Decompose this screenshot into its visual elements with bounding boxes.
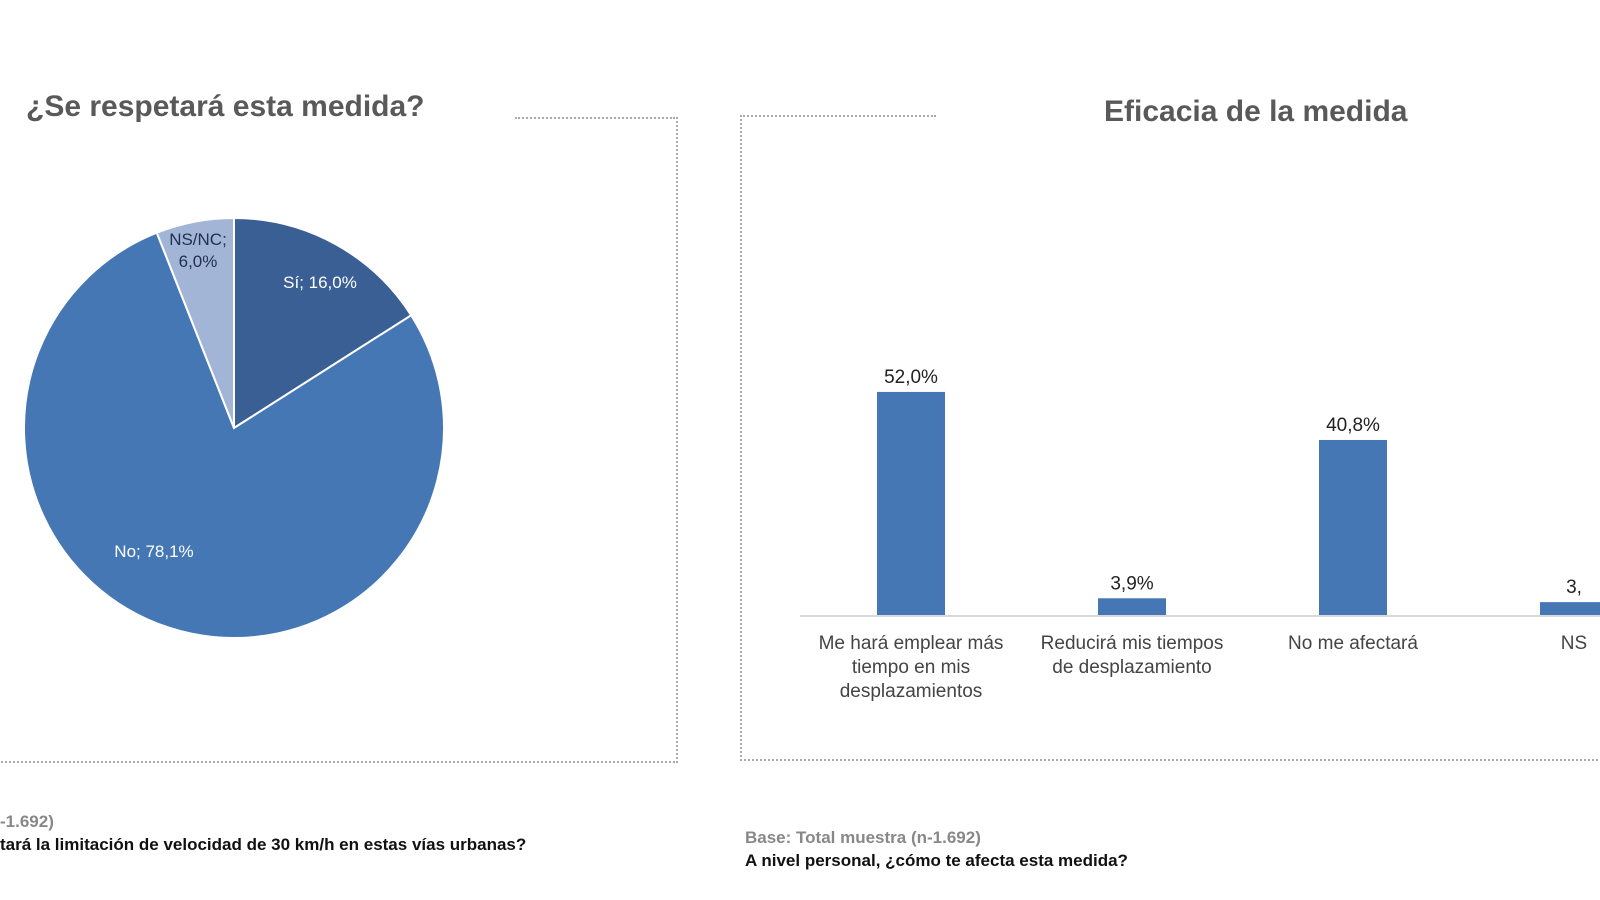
pie-frame-top xyxy=(515,117,675,119)
x-tick-label: No me afectará xyxy=(1288,633,1418,654)
pie-label: Sí; 16,0% xyxy=(283,273,357,292)
bar xyxy=(1319,439,1387,615)
pie-slice-nsnc xyxy=(155,216,235,429)
bar-frame-top xyxy=(740,115,936,117)
x-tick-label: de desplazamiento xyxy=(1052,657,1212,678)
bar-data-label: 3,9% xyxy=(1110,573,1153,594)
bar-data-label: 40,8% xyxy=(1326,415,1380,436)
pie-slice-s xyxy=(233,216,413,430)
pie-frame xyxy=(0,117,678,763)
bar xyxy=(1098,598,1166,615)
bar-data-label: 52,0% xyxy=(884,367,938,388)
pie-slice-no xyxy=(23,231,445,639)
pie-label: No; 78,1% xyxy=(114,542,193,561)
bar xyxy=(877,391,945,615)
footer-left-question: tará la limitación de velocidad de 30 km… xyxy=(0,835,527,854)
x-tick-label: tiempo en mis xyxy=(852,657,970,678)
bar xyxy=(1540,602,1600,615)
x-tick-label: NS xyxy=(1561,633,1587,654)
x-tick-label: desplazamientos xyxy=(840,681,983,702)
bar-frame xyxy=(740,115,1600,761)
pie-label: NS/NC; xyxy=(169,230,227,249)
bar-title: Eficacia de la medida xyxy=(1104,95,1408,128)
pie-title: ¿Se respetará esta medida? xyxy=(26,90,425,123)
x-tick-label: Me hará emplear más xyxy=(819,633,1004,654)
x-tick-label: Reducirá mis tiempos xyxy=(1041,633,1224,654)
bar-data-label: 3, xyxy=(1566,577,1582,598)
footer-left-base: -1.692) xyxy=(0,812,54,831)
footer-right-base: Base: Total muestra (n-1.692) xyxy=(745,828,981,847)
footer-right-question: A nivel personal, ¿cómo te afecta esta m… xyxy=(745,851,1128,870)
pie-label: 6,0% xyxy=(179,252,218,271)
